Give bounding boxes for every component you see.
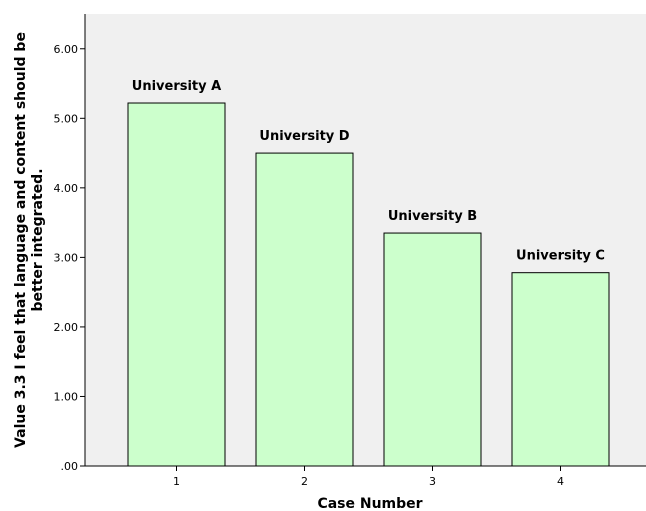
y-tick-label: .00 bbox=[61, 460, 79, 473]
x-tick-label: 2 bbox=[301, 475, 308, 488]
y-tick-label: 4.00 bbox=[54, 182, 79, 195]
y-axis-title-line-1: Value 3.3 I feel that language and conte… bbox=[13, 32, 29, 448]
y-tick-label: 2.00 bbox=[54, 321, 79, 334]
bar-data-label: University A bbox=[132, 79, 221, 94]
bar-3 bbox=[383, 232, 482, 467]
y-tick-label: 3.00 bbox=[54, 251, 79, 264]
x-tick-label: 3 bbox=[429, 475, 436, 488]
bar-data-label: University D bbox=[259, 129, 349, 144]
bar-data-label: University C bbox=[516, 249, 605, 264]
bar-4 bbox=[511, 272, 610, 467]
x-axis-title: Case Number bbox=[317, 496, 422, 511]
x-tick-label: 4 bbox=[557, 475, 564, 488]
bar-1 bbox=[127, 102, 226, 467]
y-axis: .00 1.00 2.00 3.00 4.00 5.00 6.00 bbox=[54, 43, 85, 473]
y-tick-label: 5.00 bbox=[54, 112, 79, 125]
bars-group bbox=[127, 102, 610, 467]
y-tick-label: 6.00 bbox=[54, 43, 79, 56]
bar-2 bbox=[255, 152, 354, 467]
y-tick-label: 1.00 bbox=[54, 390, 79, 403]
bar-labels-group: University A University D University B Univ… bbox=[132, 79, 605, 264]
x-axis: 1 2 3 4 bbox=[173, 466, 564, 488]
x-tick-label: 1 bbox=[173, 475, 180, 488]
y-axis-title-line-2: better integrated. bbox=[30, 168, 46, 311]
bar-data-label: University B bbox=[388, 209, 477, 224]
